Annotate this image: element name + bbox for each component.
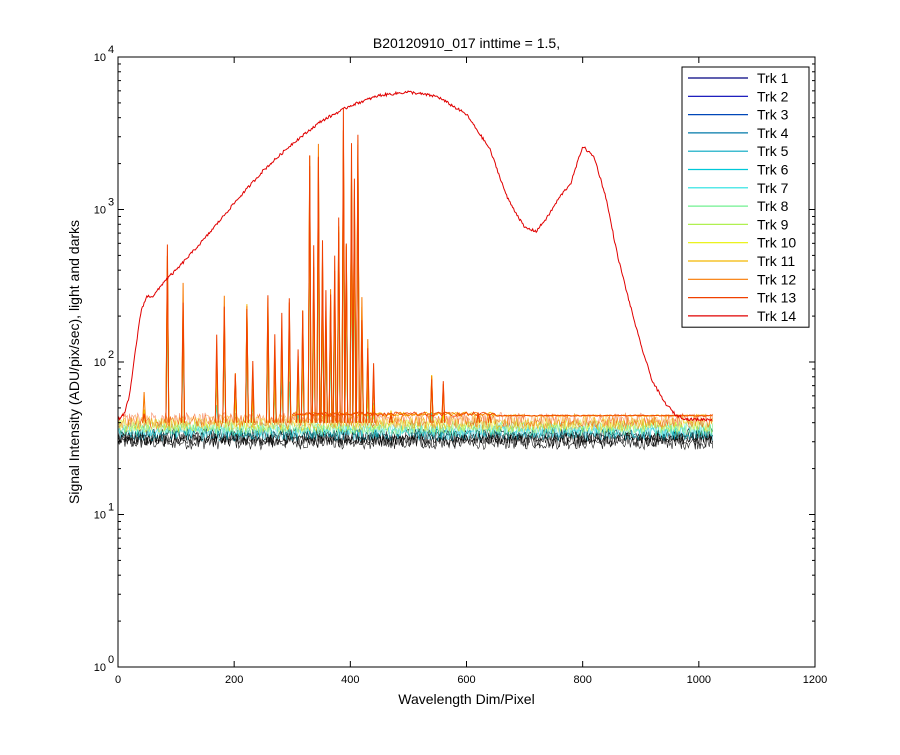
legend-entry-trk-13: Trk 13 — [757, 290, 796, 306]
x-tick-label: 0 — [115, 674, 121, 686]
x-tick-label: 800 — [573, 674, 591, 686]
legend-entry-trk-1: Trk 1 — [757, 70, 789, 86]
series-line-trk-13-peak-32 — [441, 381, 446, 423]
legend-entry-trk-6: Trk 6 — [757, 162, 789, 178]
series-line-trk-13-peak-24 — [349, 143, 354, 423]
series-line-trk-13-peak-25 — [352, 178, 357, 423]
y-tick-exponent: 4 — [108, 44, 114, 56]
series-line-trk-13-peak-1 — [165, 244, 170, 423]
y-tick-exponent: 3 — [108, 197, 114, 209]
series-line-trk-13-peak-27 — [360, 320, 364, 423]
y-axis-label: Signal Intensity (ADU/pix/sec), light an… — [66, 220, 82, 504]
x-tick-label: 400 — [341, 674, 359, 686]
legend-entry-trk-14: Trk 14 — [757, 308, 796, 324]
legend-entry-trk-5: Trk 5 — [757, 143, 789, 159]
series-line-trk-13-peak-29 — [371, 363, 376, 423]
legend-entry-trk-12: Trk 12 — [757, 271, 796, 287]
series-line-trk-13-peak-18 — [324, 290, 328, 423]
legend-entry-trk-9: Trk 9 — [757, 216, 789, 232]
series-line-trk-14 — [118, 90, 713, 423]
y-tick-exponent: 1 — [108, 502, 114, 514]
series-line-trk-13-peak-20 — [332, 255, 337, 423]
series-line-trk-13-peak-30 — [389, 414, 393, 423]
y-tick-label: 10 — [94, 662, 106, 674]
series-line-trk-13-peak-12 — [296, 349, 300, 423]
y-tick-label: 10 — [94, 357, 106, 369]
series-line-trk-13-peak-13 — [300, 310, 305, 423]
legend-entry-trk-2: Trk 2 — [757, 88, 789, 104]
series-line-trk-13-peak-4 — [222, 306, 227, 423]
series-line-trk-13-peak-23 — [344, 243, 349, 423]
x-tick-label: 600 — [457, 674, 475, 686]
series-line-trk-13-peak-3 — [214, 334, 219, 423]
series-line-trk-13-peak-11 — [287, 298, 292, 423]
series-line-trk-13-peak-28 — [365, 348, 370, 423]
y-tick-exponent: 0 — [108, 654, 114, 666]
series-line-trk-13-peak-19 — [328, 294, 333, 423]
x-axis-label: Wavelength Dim/Pixel — [398, 691, 534, 707]
legend-entry-trk-7: Trk 7 — [757, 180, 789, 196]
legend-entry-trk-3: Trk 3 — [757, 107, 789, 123]
series-line-trk-13-peak-10 — [279, 312, 284, 423]
series-line-trk-12-peak-0 — [142, 391, 147, 423]
x-tick-label: 200 — [225, 674, 243, 686]
legend-entry-trk-8: Trk 8 — [757, 198, 789, 214]
legend: Trk 1 Trk 2 Trk 3 Trk 4 Trk 5 Trk 6 Trk 7 Trk 8… — [681, 66, 810, 328]
series-line-trk-1-baseline — [118, 433, 714, 451]
series-line-trk-13-tail — [291, 411, 713, 418]
series-line-trk-13-peak-8 — [265, 295, 270, 423]
chart-title: B20120910_017 inttime = 1.5, — [373, 35, 560, 51]
series-line-trk-13-peak-9 — [272, 334, 277, 423]
y-tick-label: 10 — [94, 510, 106, 522]
series-line-trk-13-peak-21 — [336, 217, 341, 423]
series-line-trk-13-peak-26 — [355, 134, 360, 423]
series-line-trk-13-peak-33 — [476, 412, 481, 423]
legend-box — [681, 66, 810, 328]
x-tick-label: 1200 — [803, 674, 827, 686]
legend-entry-trk-4: Trk 4 — [757, 125, 789, 141]
series-line-trk-13-peak-6 — [245, 308, 249, 423]
series-line-trk-13-peak-7 — [250, 360, 255, 423]
series-line-trk-13-peak-17 — [320, 240, 325, 423]
series-line-trk-13-peak-5 — [233, 374, 238, 423]
series-line-trk-13-baseline — [118, 411, 714, 429]
y-tick-label: 10 — [94, 52, 106, 64]
series-line-trk-13-peak-14 — [307, 155, 312, 423]
legend-entry-trk-11: Trk 11 — [757, 253, 795, 269]
y-tick-label: 10 — [94, 205, 106, 217]
y-tick-exponent: 2 — [108, 349, 114, 361]
legend-entry-trk-10: Trk 10 — [757, 235, 796, 251]
series-line-trk-13-peak-16 — [316, 156, 321, 423]
series-line-trk-13-peak-31 — [429, 379, 434, 423]
plot-layer — [118, 90, 714, 451]
series-line-trk-13-peak-2 — [181, 302, 185, 423]
x-tick-label: 1000 — [687, 674, 711, 686]
series-line-trk-13-peak-0 — [142, 413, 147, 423]
series-line-trk-13-peak-15 — [311, 245, 316, 423]
